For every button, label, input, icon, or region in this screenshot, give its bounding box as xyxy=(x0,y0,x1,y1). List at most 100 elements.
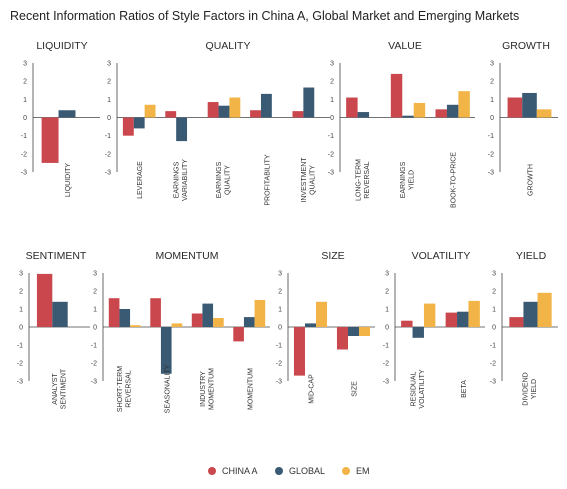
bar xyxy=(144,104,156,118)
chart-title: Recent Information Ratios of Style Facto… xyxy=(10,9,520,23)
category-label-line: GROWTH xyxy=(528,164,535,196)
y-tick-label: -1 xyxy=(91,343,97,350)
y-tick-label: 2 xyxy=(330,79,334,86)
bar xyxy=(347,327,360,336)
bar xyxy=(507,97,523,118)
y-tick-label: -2 xyxy=(488,151,494,158)
bar xyxy=(536,109,552,118)
bar xyxy=(254,300,266,327)
category-label: BOOK-TO-PRICE xyxy=(451,152,458,208)
y-tick-label: 1 xyxy=(107,97,111,104)
category-label: MID-CAP xyxy=(309,374,316,404)
y-tick-label: 0 xyxy=(492,325,496,332)
category-label: SIZE xyxy=(352,381,359,397)
y-tick-label: 2 xyxy=(93,289,97,296)
bar xyxy=(122,117,134,136)
bar xyxy=(260,93,272,118)
legend-label: GLOBAL xyxy=(289,466,326,476)
category-label: PROFITABILITY xyxy=(264,154,271,206)
y-tick-label: 3 xyxy=(490,61,494,68)
category-label: SEASONALITY xyxy=(164,364,171,413)
panel-title: SIZE xyxy=(321,250,344,262)
bar xyxy=(207,102,219,118)
bar xyxy=(165,111,177,118)
y-tick-label: -1 xyxy=(17,343,23,350)
category-label-line: MOMENTUM xyxy=(247,368,254,410)
bar xyxy=(233,327,244,342)
bar xyxy=(423,303,436,327)
bar xyxy=(58,110,76,118)
legend-item: CHINA A xyxy=(208,466,258,476)
category-label-line: ANALYST xyxy=(52,373,59,405)
category-label-line: PROFITABILITY xyxy=(264,154,271,206)
y-tick-label: 2 xyxy=(278,289,282,296)
y-tick-label: 0 xyxy=(490,115,494,122)
y-tick-label: 2 xyxy=(23,79,27,86)
legend: CHINA A GLOBAL EM xyxy=(0,466,567,482)
y-tick-label: -3 xyxy=(328,170,334,177)
y-tick-label: 3 xyxy=(278,271,282,278)
category-label: BETA xyxy=(461,380,468,398)
y-tick-label: 1 xyxy=(330,97,334,104)
category-label-line: LEVERAGE xyxy=(137,161,144,199)
category-label: DIVIDEND YIELD xyxy=(523,372,539,405)
y-tick-label: -1 xyxy=(21,133,27,140)
category-label-line: SIZE xyxy=(352,381,359,397)
y-tick-label: -2 xyxy=(105,151,111,158)
category-label-line: VARIABILITY xyxy=(182,159,189,201)
bar xyxy=(390,73,403,118)
y-tick-label: 1 xyxy=(490,97,494,104)
y-tick-label: 0 xyxy=(23,115,27,122)
bar xyxy=(119,309,131,327)
panel-title: LIQUIDITY xyxy=(36,40,87,52)
y-tick-label: -3 xyxy=(17,379,23,386)
bar xyxy=(52,301,68,327)
bar xyxy=(160,327,172,374)
y-tick-label: 0 xyxy=(278,325,282,332)
category-label: ANALYST SENTIMENT xyxy=(52,368,68,409)
y-tick-label: 1 xyxy=(492,307,496,314)
bar xyxy=(218,105,230,118)
panel-title: MOMENTUM xyxy=(156,250,219,262)
panel-title: VALUE xyxy=(388,40,422,52)
bar xyxy=(150,298,161,327)
bar xyxy=(445,312,458,327)
panel-title: GROWTH xyxy=(502,40,550,52)
y-tick-label: 3 xyxy=(492,271,496,278)
bar xyxy=(446,104,459,118)
category-label-line: MOMENTUM xyxy=(208,368,215,410)
category-label: EARNINGS VARIABILITY xyxy=(174,159,190,201)
category-label-line: MID-CAP xyxy=(309,374,316,404)
legend-item: EM xyxy=(342,466,370,476)
y-tick-label: 0 xyxy=(19,325,23,332)
category-label: LONG-TERM REVERSAL xyxy=(355,159,371,201)
bar xyxy=(468,300,480,327)
bar xyxy=(293,327,305,376)
category-label-line: QUALITY xyxy=(309,165,316,195)
y-tick-label: 3 xyxy=(23,61,27,68)
bar xyxy=(130,325,141,327)
category-label-line: DIVIDEND xyxy=(523,372,530,405)
category-label: INVESTMENT QUALITY xyxy=(301,157,317,203)
y-tick-label: 2 xyxy=(107,79,111,86)
panel-title: QUALITY xyxy=(206,40,251,52)
category-label-line: REVERSAL xyxy=(125,370,132,407)
y-tick-label: -3 xyxy=(490,379,496,386)
y-tick-label: 0 xyxy=(93,325,97,332)
category-label-line: INVESTMENT xyxy=(301,157,308,203)
y-tick-label: -2 xyxy=(328,151,334,158)
y-tick-label: -3 xyxy=(105,170,111,177)
y-tick-label: -1 xyxy=(276,343,282,350)
bar xyxy=(522,92,537,118)
y-tick-label: -3 xyxy=(383,379,389,386)
y-tick-label: 3 xyxy=(93,271,97,278)
bar xyxy=(171,323,183,327)
bar xyxy=(133,117,145,129)
category-label-line: QUALITY xyxy=(225,165,232,195)
bar xyxy=(401,320,413,327)
bar xyxy=(458,91,470,118)
y-tick-label: -1 xyxy=(383,343,389,350)
category-label-line: SHORT-TERM xyxy=(117,366,124,412)
category-label-line: EARNINGS xyxy=(216,161,223,198)
bar xyxy=(191,313,203,327)
